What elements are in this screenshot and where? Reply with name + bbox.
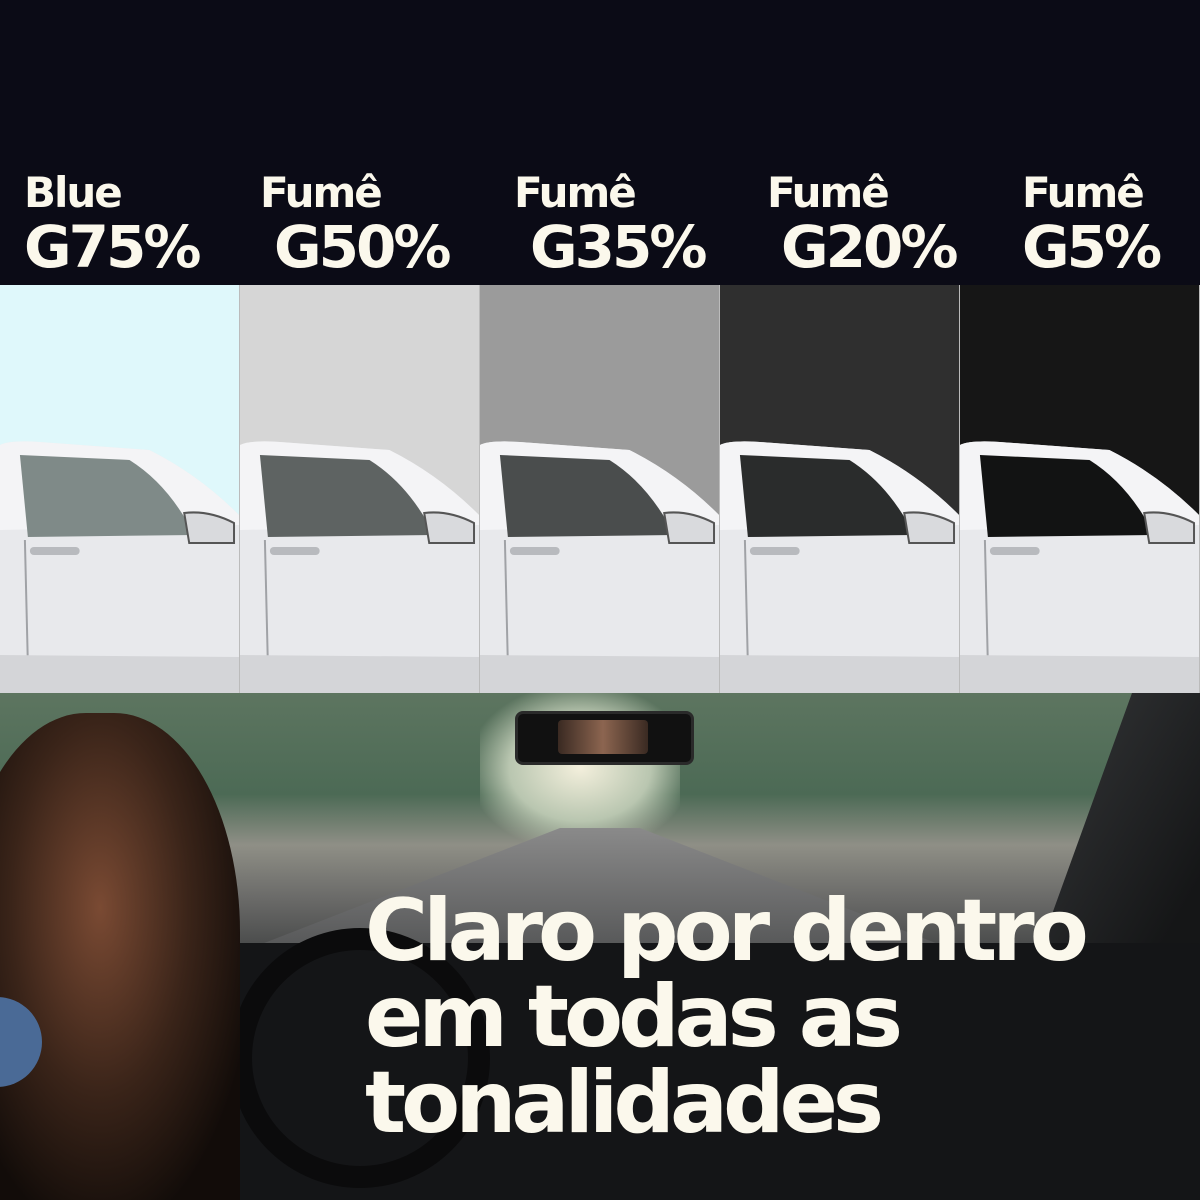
tint-panel [960, 285, 1200, 693]
tint-label-fume-g35: Fumê G35% [514, 168, 707, 281]
tint-label-fume-g50: Fumê G50% [260, 168, 451, 281]
tint-label-fume-g20: Fumê G20% [767, 168, 958, 281]
tint-percent: G20% [781, 213, 958, 281]
tint-percent: G75% [24, 213, 201, 281]
tint-percent: G50% [274, 213, 451, 281]
tint-type: Fumê [767, 168, 890, 217]
tint-percent: G35% [530, 213, 707, 281]
tint-type: Fumê [1022, 168, 1145, 217]
headline-line: Claro por dentro [365, 881, 1089, 981]
tint-panel [480, 285, 720, 693]
mirror-reflection [558, 720, 648, 754]
tint-type: Blue [24, 168, 123, 217]
tint-comparison-panels [0, 285, 1200, 693]
headline-line: em todas as [365, 967, 903, 1067]
tint-panel [0, 285, 240, 693]
car-door-illustration [240, 441, 479, 693]
headline: Claro por dentro em todas as tonalidades [365, 881, 1089, 1153]
tint-panel [720, 285, 960, 693]
car-door-illustration [480, 441, 719, 693]
tint-type: Fumê [260, 168, 383, 217]
car-door-illustration [0, 441, 239, 693]
tint-label-fume-g5: Fumê G5% [1022, 168, 1162, 281]
car-door-illustration [720, 441, 959, 693]
tint-panel [240, 285, 480, 693]
header-band: Blue G75% Fumê G50% Fumê G35% Fumê G20% … [0, 0, 1200, 285]
tint-type: Fumê [514, 168, 637, 217]
headline-line: tonalidades [365, 1053, 884, 1153]
tint-percent: G5% [1022, 213, 1162, 281]
car-door-illustration [960, 441, 1199, 693]
car-interior-photo [0, 693, 1200, 1200]
driver [0, 713, 240, 1200]
tint-label-blue-g75: Blue G75% [24, 168, 201, 281]
rearview-mirror [515, 711, 694, 765]
